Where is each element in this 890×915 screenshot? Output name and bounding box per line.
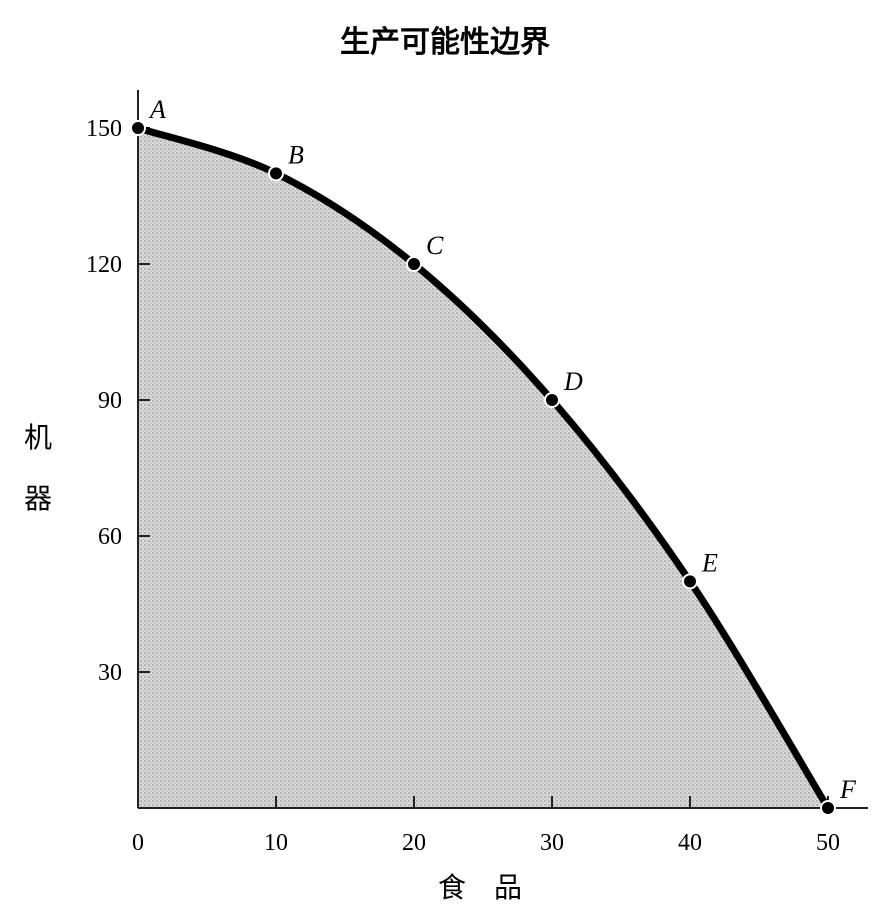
x-tick-label: 40: [678, 830, 702, 856]
x-tick-label: 50: [816, 830, 840, 856]
y-tick-label: 90: [98, 388, 122, 414]
point-c: [406, 256, 422, 272]
point-f: [820, 800, 836, 816]
y-tick-label: 30: [98, 660, 122, 686]
x-tick-label: 20: [402, 830, 426, 856]
chart-title: 生产可能性边界: [340, 25, 550, 60]
y-axis-label-char-2: 器: [24, 482, 52, 515]
point-label-c: C: [426, 231, 444, 260]
point-label-b: B: [288, 140, 304, 169]
feasible-region-fill: [138, 128, 828, 808]
point-label-f: F: [839, 775, 857, 804]
y-tick-label: 150: [86, 116, 122, 142]
plot-area: 30 60 90 120 150 0 10 20 30 40 50 A B C D E F: [86, 90, 868, 856]
point-label-d: D: [563, 367, 583, 396]
point-d: [544, 392, 560, 408]
y-tick-label: 120: [86, 252, 122, 278]
x-axis-label: 食 品: [438, 871, 522, 904]
point-a: [130, 120, 146, 136]
x-tick-label: 30: [540, 830, 564, 856]
point-label-a: A: [148, 95, 166, 124]
x-tick-label: 0: [132, 830, 144, 856]
y-axis-label-char-1: 机: [24, 421, 52, 454]
x-tick-label: 10: [264, 830, 288, 856]
point-e: [682, 573, 698, 590]
point-b: [268, 165, 284, 182]
point-label-e: E: [701, 548, 718, 577]
y-tick-label: 60: [98, 524, 122, 550]
